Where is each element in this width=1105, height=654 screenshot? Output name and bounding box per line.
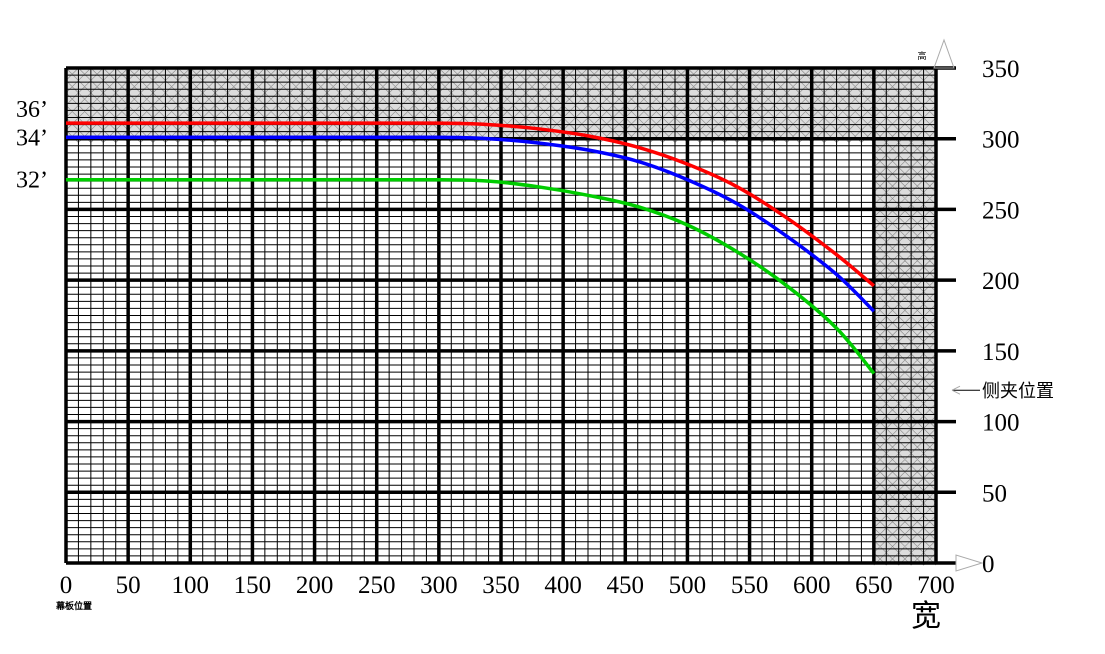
y-tick-labels: 0 50 100 150 200 250 300 350 — [982, 56, 1020, 578]
annotation-arrow-icon — [951, 385, 961, 395]
y-tick-label: 350 — [982, 56, 1020, 83]
series-label-1: 34’ — [16, 125, 48, 151]
x-tick-label: 550 — [731, 572, 769, 599]
x-origin-label: 幕板位置 — [55, 600, 92, 612]
series-label-0: 36’ — [16, 97, 48, 123]
x-axis-arrow-icon — [955, 554, 984, 572]
x-tick-label: 450 — [607, 572, 645, 599]
y-annotation-label: 侧夹位置 — [982, 381, 1054, 402]
y-tick-label: 200 — [982, 268, 1020, 295]
series-labels: 36’34’ 32’ — [16, 97, 48, 194]
major-grid-group — [64, 66, 956, 565]
x-tick-label: 200 — [296, 572, 334, 599]
series-line-2 — [65, 177, 876, 375]
x-tick-label: 350 — [482, 572, 520, 599]
x-tick-label: 650 — [855, 572, 893, 599]
x-axis-title: 宽 — [911, 599, 941, 634]
y-axis-arrow-icon — [933, 38, 955, 69]
x-tick-label: 500 — [669, 572, 707, 599]
y-tick-label: 100 — [982, 410, 1020, 437]
hatch-pattern — [65, 67, 937, 566]
x-tick-label: 700 — [917, 572, 955, 599]
y-tick-label: 50 — [982, 480, 1007, 507]
series-label-2: 32’ — [16, 168, 48, 194]
x-tick-label: 600 — [793, 572, 831, 599]
series-group — [65, 121, 876, 375]
x-tick-label: 150 — [234, 572, 272, 599]
axis-decoration: 宽 高 幕板位置 侧夹位置 — [55, 38, 1054, 634]
y-axis-title: 高 — [917, 50, 926, 62]
x-tick-label: 400 — [544, 572, 582, 599]
series-line-1 — [66, 135, 876, 313]
x-tick-label: 50 — [116, 572, 141, 599]
x-tick-label: 250 — [358, 572, 396, 599]
series-line-0 — [66, 121, 875, 288]
y-tick-label: 250 — [982, 197, 1020, 224]
y-tick-label: 300 — [982, 127, 1020, 154]
y-tick-label: 0 — [982, 551, 995, 578]
x-tick-label: 300 — [420, 572, 458, 599]
y-tick-label: 150 — [982, 339, 1020, 366]
x-tick-label: 0 — [60, 572, 73, 599]
x-tick-label: 100 — [172, 572, 210, 599]
x-tick-labels: 0 50 100 150 200 250 300 350 400 450 500 550 600 650 7… — [60, 572, 955, 599]
